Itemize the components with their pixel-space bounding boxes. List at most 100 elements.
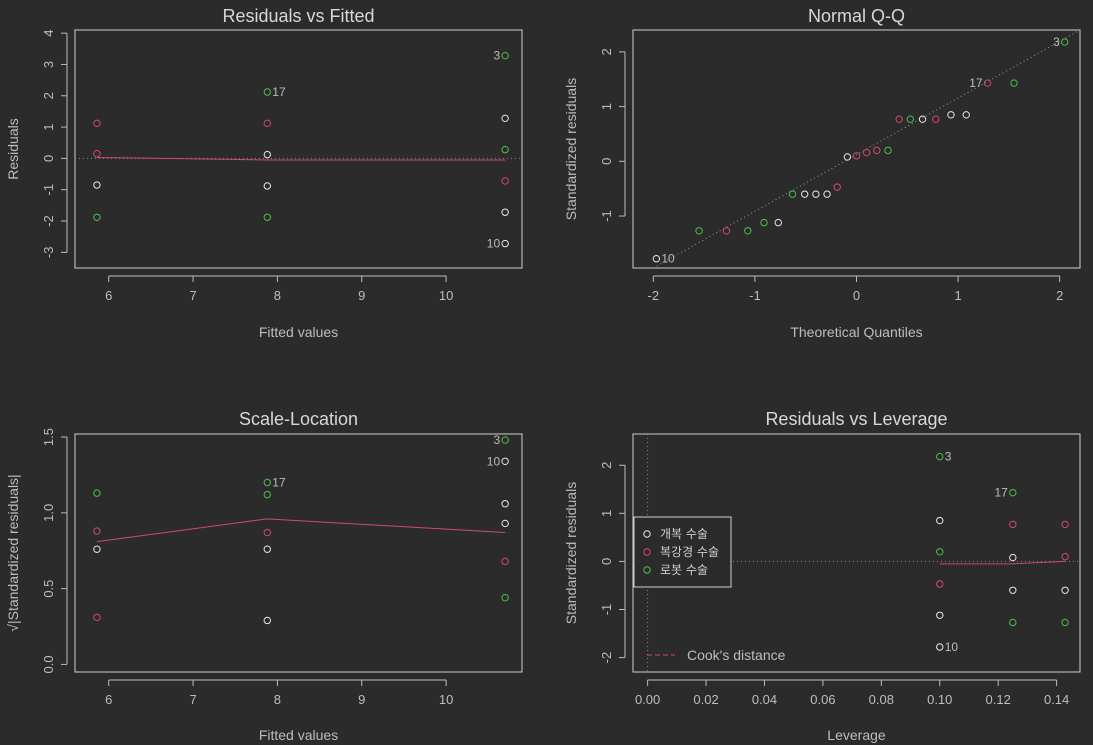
point-label: 17 bbox=[272, 476, 286, 490]
data-point bbox=[862, 148, 871, 157]
y-tick-label: 1 bbox=[41, 123, 56, 130]
data-point bbox=[936, 548, 944, 556]
x-tick-label: -1 bbox=[749, 288, 761, 303]
x-tick-label: 10 bbox=[439, 692, 453, 707]
data-point bbox=[1009, 520, 1017, 529]
plot-frame bbox=[632, 433, 1081, 673]
point-label: 10 bbox=[945, 640, 959, 654]
data-point bbox=[936, 452, 944, 461]
data-point bbox=[895, 115, 903, 123]
data-point bbox=[695, 227, 703, 235]
y-tick-label: 4 bbox=[41, 30, 56, 37]
point-label: 10 bbox=[487, 454, 501, 468]
x-tick-label: 0.10 bbox=[927, 692, 952, 707]
point-label: 3 bbox=[1053, 35, 1060, 49]
data-point bbox=[263, 616, 271, 625]
y-tick-label: -1 bbox=[599, 210, 614, 222]
data-point bbox=[823, 190, 831, 198]
y-tick-label: 2 bbox=[599, 462, 614, 469]
y-tick-label: 3 bbox=[41, 61, 56, 68]
x-tick-label: 6 bbox=[105, 692, 112, 707]
x-axis-label: Fitted values bbox=[259, 324, 338, 340]
data-point bbox=[501, 594, 509, 602]
x-tick-label: 0.08 bbox=[869, 692, 894, 707]
point-label: 10 bbox=[487, 237, 501, 251]
plot-panel-2: Normal Q-Q Theoretical Quantiles Standardi… bbox=[563, 6, 1081, 340]
x-axis-label: Theoretical Quantiles bbox=[790, 324, 922, 340]
smoother-line bbox=[96, 156, 506, 161]
data-point bbox=[263, 490, 271, 499]
data-point bbox=[1010, 79, 1018, 87]
y-tick-label: 2 bbox=[599, 48, 614, 55]
y-axis-label: Residuals bbox=[5, 118, 21, 179]
x-axis-label: Leverage bbox=[827, 727, 886, 743]
point-label: 3 bbox=[493, 49, 500, 63]
legend-marker bbox=[643, 548, 651, 556]
smoother-line bbox=[96, 518, 506, 543]
plot-panel-4: Residuals vs Leverage Leverage Standardize… bbox=[563, 409, 1081, 743]
data-point bbox=[501, 436, 509, 444]
data-point bbox=[501, 51, 509, 60]
data-point bbox=[93, 545, 101, 553]
y-tick-label: 2 bbox=[41, 92, 56, 99]
x-tick-label: 8 bbox=[274, 288, 281, 303]
data-point bbox=[501, 500, 509, 508]
x-tick-label: 0.12 bbox=[986, 692, 1011, 707]
smoother-line bbox=[939, 560, 1066, 565]
data-point bbox=[774, 218, 782, 227]
x-tick-label: 7 bbox=[189, 692, 196, 707]
x-tick-label: 10 bbox=[439, 288, 453, 303]
y-tick-label: 0.0 bbox=[41, 655, 56, 673]
x-tick-label: 0.00 bbox=[635, 692, 660, 707]
data-point bbox=[501, 114, 509, 123]
y-tick-label: 0.5 bbox=[41, 580, 56, 598]
data-point bbox=[1061, 586, 1069, 594]
data-point bbox=[833, 183, 841, 191]
data-point bbox=[501, 557, 509, 566]
x-tick-label: 0.14 bbox=[1044, 692, 1069, 707]
data-point bbox=[1009, 618, 1017, 627]
plot-title: Residuals vs Leverage bbox=[765, 409, 947, 429]
data-point bbox=[722, 227, 731, 235]
data-point bbox=[936, 611, 944, 619]
x-tick-label: 9 bbox=[358, 692, 365, 707]
y-axis-label: Standardized residuals bbox=[563, 78, 579, 220]
data-point bbox=[1009, 586, 1017, 594]
y-tick-label: 0 bbox=[599, 158, 614, 165]
x-tick-label: 1 bbox=[954, 288, 961, 303]
plot-title: Residuals vs Fitted bbox=[222, 6, 374, 26]
x-tick-label: 8 bbox=[274, 692, 281, 707]
data-point bbox=[788, 190, 797, 198]
data-point bbox=[263, 478, 271, 487]
data-point bbox=[744, 227, 752, 235]
cooks-distance-legend-label: Cook's distance bbox=[687, 647, 786, 663]
data-point bbox=[93, 527, 101, 535]
point-label: 17 bbox=[994, 486, 1008, 500]
data-point bbox=[936, 580, 944, 588]
data-point bbox=[962, 111, 970, 119]
data-point bbox=[1009, 488, 1017, 497]
data-point bbox=[93, 119, 101, 128]
y-tick-label: -2 bbox=[41, 215, 56, 227]
data-point bbox=[947, 111, 955, 119]
x-tick-label: 6 bbox=[105, 288, 112, 303]
y-tick-label: -1 bbox=[599, 604, 614, 616]
data-point bbox=[93, 213, 101, 221]
x-tick-label: 9 bbox=[358, 288, 365, 303]
data-point bbox=[873, 146, 881, 155]
plot-frame bbox=[74, 29, 523, 269]
data-point bbox=[93, 489, 101, 497]
data-point bbox=[501, 457, 509, 465]
y-tick-label: 0 bbox=[41, 155, 56, 162]
x-tick-label: 7 bbox=[189, 288, 196, 303]
x-tick-label: 0 bbox=[853, 288, 860, 303]
point-label: 3 bbox=[493, 433, 500, 447]
data-point bbox=[93, 181, 101, 189]
data-point bbox=[1061, 520, 1069, 529]
y-tick-label: -2 bbox=[599, 652, 614, 664]
data-point bbox=[263, 182, 271, 190]
plot-panel-3: Scale-Location Fitted values √|Standardize… bbox=[5, 409, 523, 743]
